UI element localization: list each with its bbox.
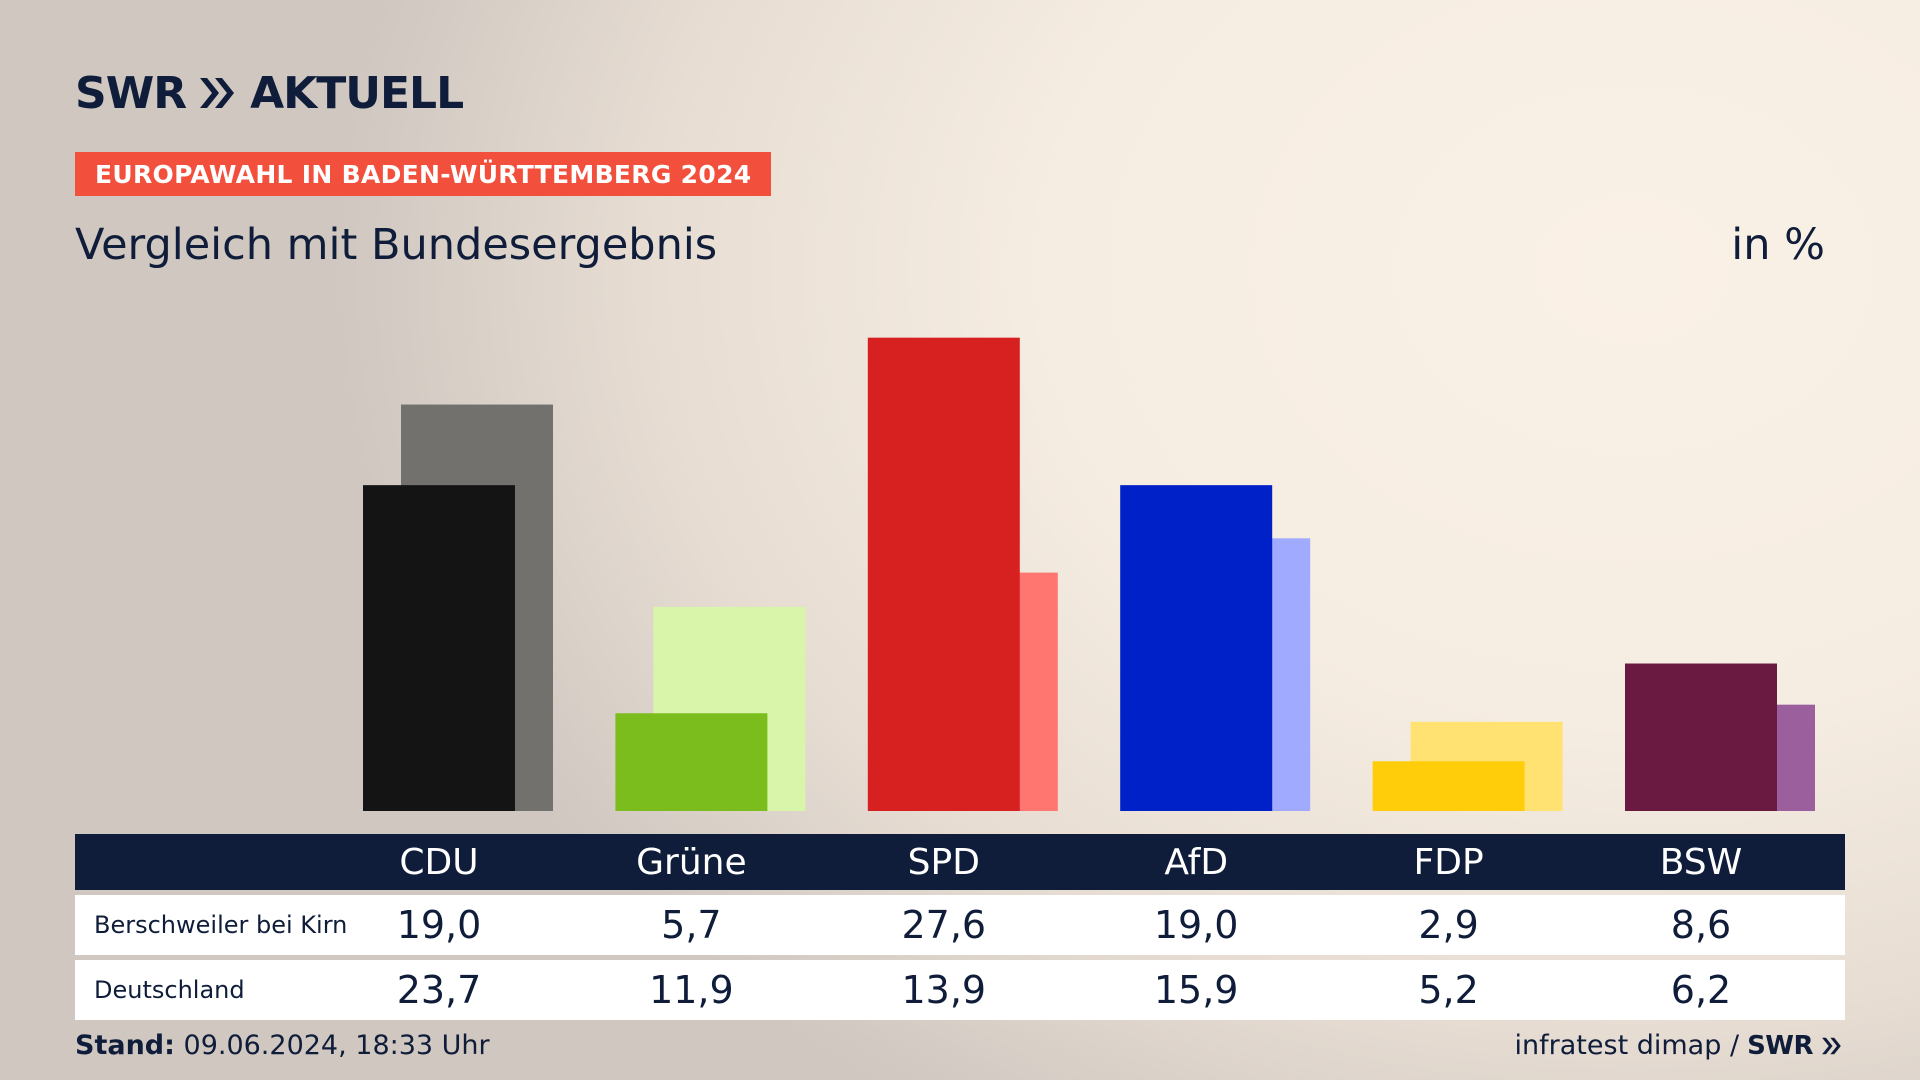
chart-subtitle: Vergleich mit Bundesergebnis [75,220,718,270]
table-header-gruene: Grüne [636,841,747,883]
table-header-fdp: FDP [1413,841,1484,883]
logo-aktuell-text: AKTUELL [250,67,464,119]
row-label-national: Deutschland [94,976,245,1004]
footer-brand: SWR [1747,1030,1813,1061]
row-label-local: Berschweiler bei Kirn [94,911,348,939]
table-row: Berschweiler bei Kirn 19,0 5,7 27,6 19,0 2,9… [75,895,1845,955]
table-header-row: CDU Grüne SPD AfD FDP BSW [75,834,1845,890]
swr-aktuell-logo: SWR AKTUELL [75,67,464,119]
table-cell-spd: 13,9 [901,968,987,1012]
bar-local-bsw [1625,663,1777,811]
timestamp: Stand: 09.06.2024, 18:33 Uhr [75,1030,490,1061]
table-header-bsw: BSW [1659,841,1743,883]
bar-national-cdu [401,404,553,811]
election-badge: EUROPAWAHL IN BADEN-WÜRTTEMBERG 2024 [75,152,772,196]
stand-value: 09.06.2024, 18:33 Uhr [183,1030,490,1061]
table-cell-bsw: 6,2 [1670,968,1732,1012]
table-cell-afd: 19,0 [1153,903,1239,947]
table-header-cdu: CDU [399,841,479,883]
bar-local-afd [1120,485,1273,811]
double-chevron-icon [200,78,235,108]
bar-national-fdp [1410,721,1563,811]
table-cell-fdp: 5,2 [1418,968,1479,1012]
table-cell-fdp: 2,9 [1418,903,1479,947]
double-chevron-icon [1822,1037,1841,1054]
results-table: CDU Grüne SPD AfD FDP BSW Berschweiler bei Ki… [75,834,1845,1020]
bar-national-bsw [1663,704,1815,811]
table-row: Deutschland 23,7 11,9 13,9 15,9 5,2 6,2 [75,960,1845,1020]
table-cell-cdu: 23,7 [396,968,482,1012]
bar-national-spd [905,572,1058,811]
table-cell-afd: 15,9 [1153,968,1239,1012]
table-cell-gruene: 11,9 [649,968,734,1012]
source-text: infratest dimap / [1514,1030,1740,1061]
bar-local-cdu [363,485,515,811]
table-cell-spd: 27,6 [901,903,987,947]
table-cell-gruene: 5,7 [661,903,722,947]
bar-national-gruene [653,606,806,811]
bar-local-fdp [1372,761,1525,811]
table-cell-bsw: 8,6 [1670,903,1732,947]
bar-local-gruene [615,713,768,811]
bar-local-spd [867,337,1020,811]
unit-label: in % [1731,220,1825,270]
table-header-afd: AfD [1164,841,1229,883]
source-credit: infratest dimap / SWR [1515,1030,1843,1061]
bar-national-afd [1158,538,1311,811]
logo-swr-text: SWR [75,67,187,119]
table-cell-cdu: 19,0 [396,903,482,947]
stand-label: Stand: [75,1030,175,1061]
table-header-spd: SPD [907,841,980,883]
